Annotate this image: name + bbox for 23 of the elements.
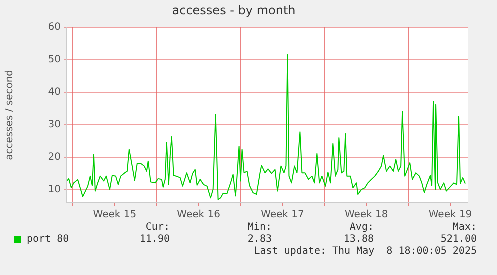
text: 13.88 — [344, 234, 374, 245]
x-tick-label: Week 16 — [177, 210, 220, 221]
text: Cur: — [146, 222, 170, 233]
x-tick-label: Week 17 — [261, 210, 304, 221]
text: Last update: Thu May 8 18:00:05 2025 — [254, 246, 477, 257]
x-tick-label: Week 19 — [428, 210, 472, 221]
y-tick-label: 60 — [48, 22, 61, 33]
y-tick-label: 20 — [48, 152, 61, 164]
text: Min: — [248, 222, 272, 233]
y-tick-label: 30 — [48, 120, 61, 131]
y-tick-label: 10 — [48, 184, 61, 196]
x-tick-label: Week 18 — [344, 210, 388, 221]
text: 521.00 — [440, 234, 477, 245]
legend-label: port 80 — [27, 234, 70, 245]
text: 11.90 — [140, 234, 170, 245]
y-tick-label: 40 — [48, 87, 61, 98]
x-tick-label: Week 15 — [93, 210, 137, 221]
text: Max: — [452, 222, 477, 233]
y-tick-label: 50 — [48, 54, 61, 66]
y-axis-title: accesses / second — [4, 70, 16, 160]
text: 2.83 — [248, 234, 272, 245]
chart-title: accesses - by month — [172, 3, 296, 18]
text: Avg: — [350, 222, 374, 233]
